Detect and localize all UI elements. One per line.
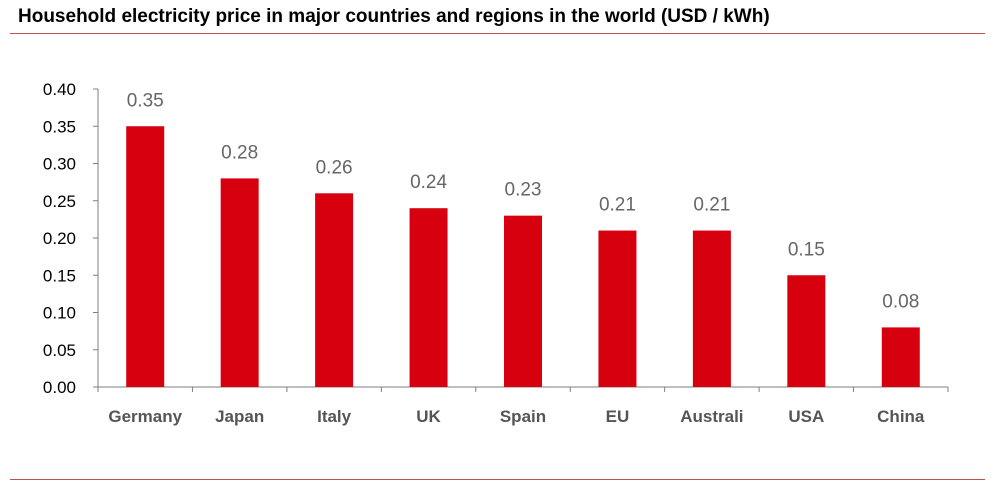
y-tick-label: 0.15 bbox=[43, 266, 76, 285]
category-label: China bbox=[877, 407, 925, 426]
y-tick-label: 0.30 bbox=[43, 155, 76, 174]
footer-divider bbox=[10, 479, 985, 480]
title-divider bbox=[10, 33, 985, 34]
category-label: EU bbox=[606, 407, 630, 426]
y-tick-label: 0.20 bbox=[43, 229, 76, 248]
bar-germany bbox=[126, 126, 165, 387]
bar-italy bbox=[315, 193, 354, 387]
bar-china bbox=[881, 327, 920, 387]
category-label: Italy bbox=[317, 407, 352, 426]
bar-eu bbox=[598, 230, 637, 387]
y-tick-label: 0.00 bbox=[43, 378, 76, 397]
y-tick-label: 0.35 bbox=[43, 117, 76, 136]
category-label: Japan bbox=[215, 407, 264, 426]
data-label: 0.23 bbox=[505, 180, 542, 201]
category-label: Germany bbox=[108, 407, 182, 426]
bar-spain bbox=[504, 215, 542, 387]
chart-title: Household electricity price in major cou… bbox=[18, 6, 770, 27]
y-axis-ticks: 0.00 0.05 0.10 0.15 0.20 0.25 0.30 0.35 0.40 bbox=[43, 80, 98, 397]
category-label: Spain bbox=[500, 407, 546, 426]
data-label: 0.24 bbox=[410, 172, 447, 193]
x-axis-ticks bbox=[97, 387, 949, 392]
y-tick-label: 0.10 bbox=[43, 304, 76, 323]
data-label: 0.35 bbox=[127, 90, 164, 111]
bar-series bbox=[126, 126, 920, 387]
y-tick-label: 0.40 bbox=[43, 80, 76, 99]
bar-australi bbox=[692, 230, 731, 387]
data-label: 0.21 bbox=[599, 195, 636, 216]
category-label: Australi bbox=[680, 407, 743, 426]
data-label-group: 0.35 0.28 0.26 0.24 0.23 0.21 0.21 0.15 0.08 bbox=[127, 90, 920, 312]
category-label: USA bbox=[788, 407, 824, 426]
data-label: 0.21 bbox=[693, 195, 730, 216]
bar-uk bbox=[409, 208, 448, 387]
y-tick-label: 0.25 bbox=[43, 192, 76, 211]
category-label: UK bbox=[416, 407, 441, 426]
data-label: 0.28 bbox=[221, 142, 258, 163]
data-label: 0.08 bbox=[882, 291, 919, 312]
bar-usa bbox=[787, 275, 826, 387]
bar-japan bbox=[220, 178, 259, 387]
data-label: 0.26 bbox=[316, 157, 353, 178]
data-label: 0.15 bbox=[788, 239, 825, 260]
category-label-group: Germany Japan Italy UK Spain EU Australi USA Chi… bbox=[108, 407, 925, 426]
y-tick-label: 0.05 bbox=[43, 341, 76, 360]
